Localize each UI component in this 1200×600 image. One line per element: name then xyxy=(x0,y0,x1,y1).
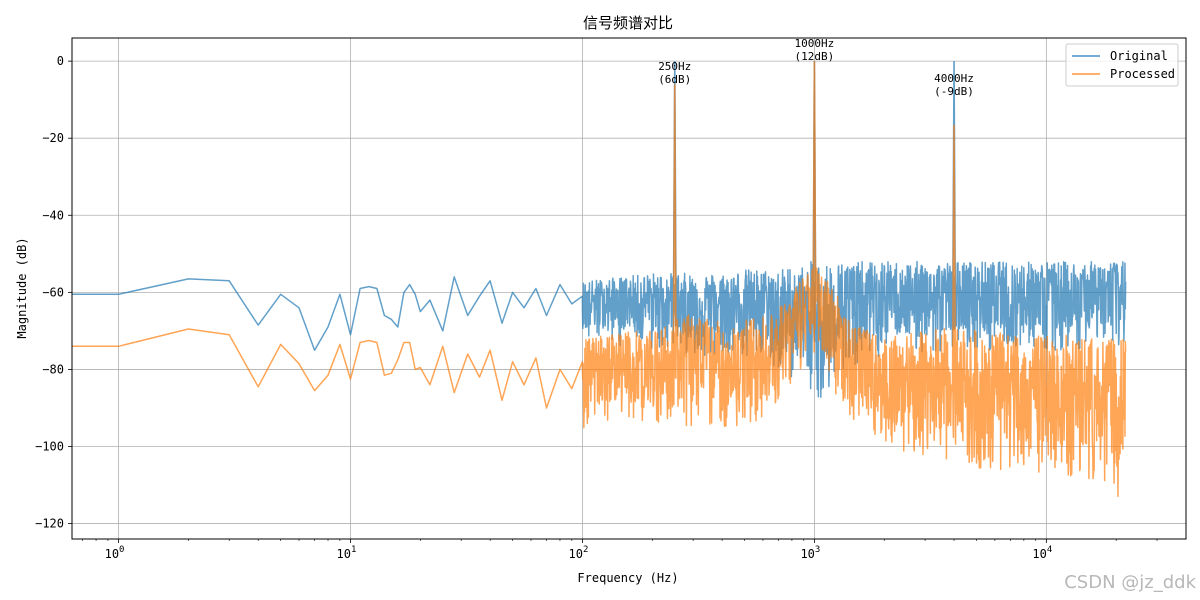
y-tick-label: −100 xyxy=(35,440,64,454)
x-tick-label: 104 xyxy=(1032,545,1052,561)
legend-label-processed: Processed xyxy=(1110,67,1175,81)
x-tick-exponent: 1 xyxy=(351,545,356,555)
x-tick-label: 101 xyxy=(337,545,357,561)
peak-annotation-line: 1000Hz xyxy=(795,37,835,50)
y-tick-label: −20 xyxy=(42,131,64,145)
plot-frame xyxy=(71,37,1187,540)
x-axis-ticks: 100 101 102 103 104 xyxy=(82,539,1158,561)
x-tick-exponent: 2 xyxy=(583,545,588,555)
y-axis-label: Magnitude (dB) xyxy=(15,237,29,338)
peak-line xyxy=(672,84,677,351)
peak-annotation-line: (12dB) xyxy=(795,50,835,63)
legend-label-original: Original xyxy=(1110,49,1168,63)
series-processed xyxy=(72,61,1127,498)
y-tick-label: 0 xyxy=(57,54,64,68)
y-tick-label: −40 xyxy=(42,208,64,222)
x-tick-exponent: 3 xyxy=(815,545,820,555)
x-tick-label: 100 xyxy=(105,545,125,561)
x-tick-base: 10 xyxy=(337,547,351,561)
series-line xyxy=(72,265,1127,498)
series-layer xyxy=(72,61,1127,498)
x-tick-exponent: 0 xyxy=(119,545,124,555)
peak-line xyxy=(952,124,957,351)
y-tick-label: −120 xyxy=(35,517,64,531)
x-tick-base: 10 xyxy=(569,547,583,561)
peak-annotation-line: (-9dB) xyxy=(934,85,974,98)
x-tick-base: 10 xyxy=(105,547,119,561)
x-tick-label: 103 xyxy=(800,545,820,561)
peak-annotation-line: 250Hz xyxy=(658,60,691,73)
peak-line xyxy=(812,61,817,293)
x-tick-exponent: 4 xyxy=(1047,545,1052,555)
annotation-layer: 250Hz(6dB) 1000Hz(12dB) 4000Hz(-9dB) xyxy=(658,37,974,98)
chart-title: 信号频谱对比 xyxy=(583,14,673,32)
x-tick-base: 10 xyxy=(800,547,814,561)
x-axis-label: Frequency (Hz) xyxy=(577,571,678,585)
watermark-text: CSDN @jz_ddk xyxy=(1064,572,1196,593)
legend: Original Processed xyxy=(1065,43,1179,87)
peak-annotation-line: 4000Hz xyxy=(934,72,974,85)
x-tick-label: 102 xyxy=(569,545,589,561)
x-tick-base: 10 xyxy=(1032,547,1046,561)
y-axis-ticks: 0 −20 −40 −60 −80 −100 −120 xyxy=(35,54,72,531)
peak-annotation-line: (6dB) xyxy=(658,73,691,86)
y-tick-label: −80 xyxy=(42,362,64,376)
series-line xyxy=(72,260,1127,398)
y-tick-label: −60 xyxy=(42,285,64,299)
legend-box xyxy=(1065,43,1179,87)
